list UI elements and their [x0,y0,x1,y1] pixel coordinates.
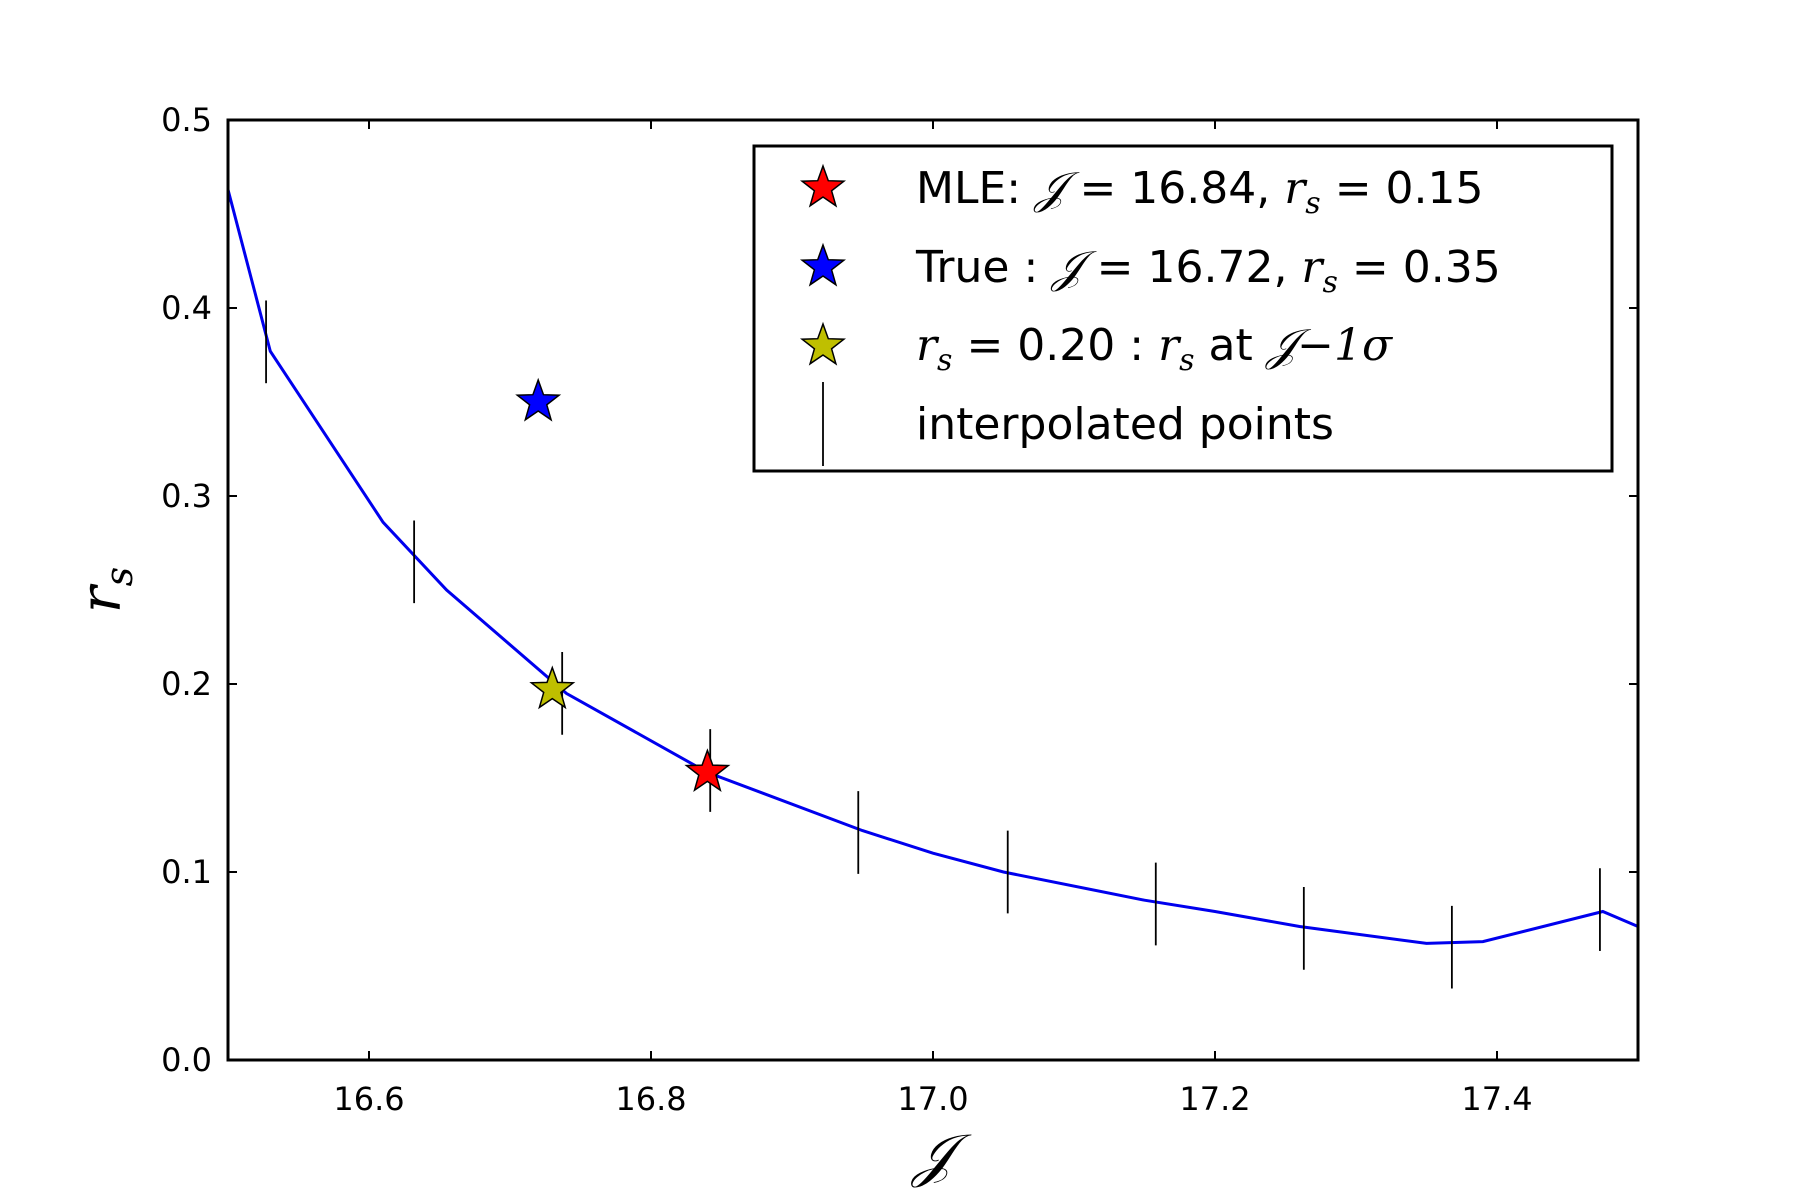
svg-text:MLE: 𝒥 = 16.84, rs = 0.15: MLE: 𝒥 = 16.84, rs = 0.15 [916,163,1484,221]
x-tick-label: 17.2 [1179,1080,1250,1118]
y-tick-label: 0.0 [161,1041,212,1079]
axis-ticks: 16.6 16.8 17.0 17.2 17.4 0.0 0.1 0.2 0.3 0.4 0.5 [161,101,1638,1118]
legend-entry-interpolated: interpolated points [822,382,1334,466]
svg-text:rs: rs [69,567,141,613]
legend-marker-sigma-star-icon [800,321,846,366]
marker-jminus1sigma-star [529,665,576,710]
y-tick-label: 0.3 [161,477,212,515]
marker-true-star [515,377,562,422]
y-tick-label: 0.2 [161,665,212,703]
y-axis-label: rs [69,567,141,613]
svg-text:interpolated points: interpolated points [916,399,1334,450]
x-tick-label: 16.6 [333,1080,404,1118]
legend-entry-mle: MLE: 𝒥 = 16.84, rs = 0.15 [800,163,1484,221]
svg-text:rs = 0.20 : rs at 𝒥−1σ: rs = 0.20 : rs at 𝒥−1σ [916,320,1394,378]
legend-marker-mle-star-icon [800,163,846,208]
plot-area [226,189,1639,989]
legend: MLE: 𝒥 = 16.84, rs = 0.15 True : 𝒥 = 16.… [752,144,1614,473]
x-tick-label: 17.4 [1461,1080,1532,1118]
x-tick-label: 17.0 [897,1080,968,1118]
x-tick-label: 16.8 [615,1080,686,1118]
y-tick-label: 0.4 [161,289,212,327]
y-tick-label: 0.1 [161,853,212,891]
y-tick-label: 0.5 [161,101,212,139]
legend-entry-sigma: rs = 0.20 : rs at 𝒥−1σ [800,320,1394,378]
legend-entry-true: True : 𝒥 = 16.72, rs = 0.35 [800,242,1501,300]
svg-text:True : 𝒥 = 16.72, rs = 0.35: True : 𝒥 = 16.72, rs = 0.35 [915,242,1501,300]
marker-mle-star [684,748,731,792]
x-axis-label: 𝒥 [910,1121,972,1189]
legend-frame [752,144,1614,473]
legend-marker-true-star-icon [800,242,846,287]
